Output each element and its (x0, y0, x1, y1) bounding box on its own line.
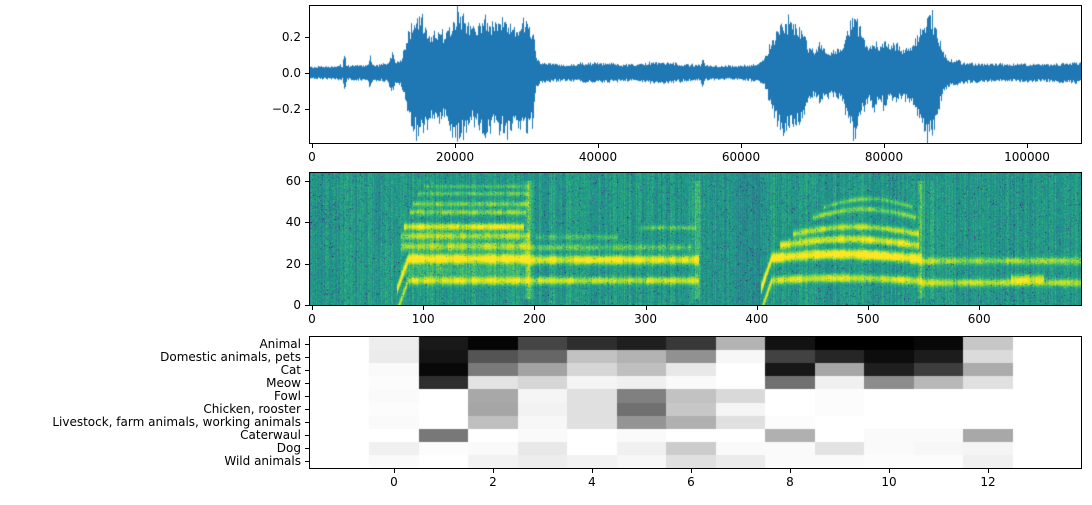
tick-label: 100000 (1004, 150, 1050, 164)
tick-mark (394, 469, 395, 473)
tick-mark (979, 306, 981, 310)
tick-mark (305, 422, 309, 424)
tick-mark (312, 144, 313, 148)
tick-label: 0 (390, 475, 398, 489)
tick-mark (305, 435, 309, 437)
tick-label: 0 (308, 150, 316, 164)
tick-label: 100 (411, 312, 435, 326)
tick-label: 500 (856, 312, 880, 326)
tick-label: 2 (489, 475, 497, 489)
tick-mark (592, 469, 593, 473)
tick-mark (889, 469, 890, 473)
tick-mark (305, 369, 309, 371)
tick-label: 40000 (578, 150, 618, 164)
tick-mark (884, 144, 885, 148)
tick-mark (305, 180, 309, 182)
tick-mark (741, 144, 742, 148)
tick-mark (305, 222, 309, 224)
tick-label: 0.2 (281, 29, 301, 44)
tick-mark (305, 108, 309, 110)
tick-label: 12 (980, 475, 996, 489)
tick-mark (691, 469, 692, 473)
tick-mark (305, 263, 309, 265)
tick-label: 600 (967, 312, 991, 326)
tick-label: 0 (308, 312, 316, 326)
tick-label: 400 (745, 312, 769, 326)
category-label: Dog (276, 441, 301, 456)
tick-mark (305, 343, 309, 345)
tick-mark (305, 382, 309, 384)
class-heatmap-plot (310, 337, 1081, 468)
category-label: Animal (259, 336, 301, 351)
tick-label: 8 (786, 475, 794, 489)
tick-label: 200 (522, 312, 546, 326)
tick-mark (455, 144, 456, 148)
tick-label: 0.0 (281, 65, 301, 80)
waveform-axes (309, 5, 1082, 144)
category-label: Wild animals (224, 454, 301, 469)
tick-mark (598, 144, 599, 148)
category-label: Meow (266, 375, 301, 390)
category-label: Livestock, farm animals, working animals (52, 415, 301, 430)
tick-mark (305, 356, 309, 358)
waveform-plot (310, 6, 1081, 143)
tick-label: −0.2 (271, 101, 301, 116)
tick-label: 40 (285, 215, 301, 230)
tick-mark (988, 469, 989, 473)
tick-label: 60 (285, 173, 301, 188)
tick-mark (305, 36, 309, 38)
tick-mark (534, 306, 536, 310)
tick-mark (1027, 144, 1028, 148)
tick-label: 6 (687, 475, 695, 489)
category-label: Chicken, rooster (203, 402, 301, 417)
category-label: Fowl (274, 388, 301, 403)
tick-label: 20 (285, 256, 301, 271)
tick-mark (868, 306, 869, 310)
tick-mark (305, 395, 309, 397)
tick-label: 10 (881, 475, 897, 489)
tick-mark (790, 469, 791, 473)
spectrogram-plot (310, 173, 1081, 305)
tick-mark (305, 72, 309, 74)
tick-mark (645, 306, 647, 310)
tick-mark (305, 409, 309, 411)
tick-label: 300 (634, 312, 658, 326)
tick-mark (756, 306, 758, 310)
spectrogram-axes (309, 172, 1082, 306)
tick-mark (493, 469, 494, 473)
category-label: Domestic animals, pets (160, 349, 301, 364)
tick-mark (305, 448, 309, 450)
category-label: Cat (280, 362, 301, 377)
tick-label: 20000 (435, 150, 475, 164)
tick-label: 60000 (721, 150, 761, 164)
tick-label: 80000 (864, 150, 904, 164)
tick-mark (312, 306, 313, 310)
tick-mark (305, 461, 309, 463)
category-label: Caterwaul (240, 428, 301, 443)
class-heatmap-axes (309, 336, 1082, 469)
tick-mark (423, 306, 425, 310)
tick-mark (305, 305, 309, 306)
tick-label: 4 (588, 475, 596, 489)
tick-label: 0 (293, 298, 301, 312)
